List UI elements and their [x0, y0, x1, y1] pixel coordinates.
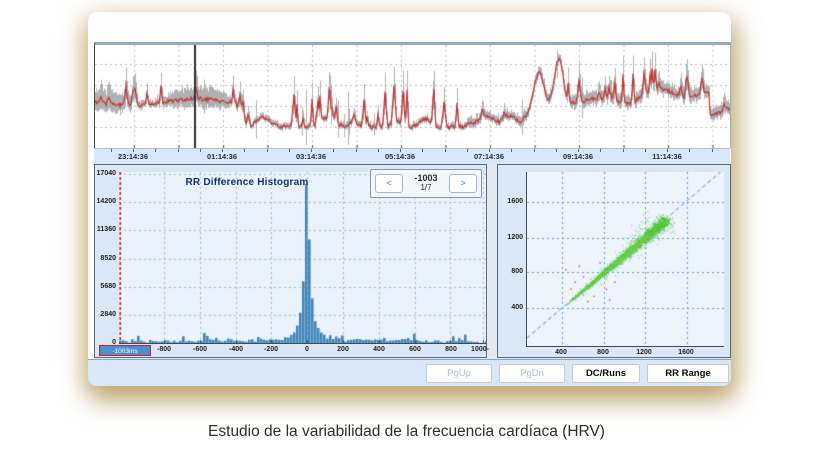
dc-runs-button[interactable]: DC/Runs [572, 364, 640, 383]
time-label: 03:14:36 [295, 152, 327, 161]
time-label: 07:14:36 [473, 152, 505, 161]
rr-difference-histogram-panel: RR Difference Histogram < -1003 1/7 > -1… [94, 164, 489, 358]
poincare-plot-panel: 1600 1200 800 400 400 800 1200 1600 [497, 164, 731, 358]
cursor-position-badge: -1003ms [99, 345, 151, 356]
time-tick [444, 149, 446, 152]
hrv-software-screenshot: 23:14:36 01:14:36 03:14:36 05:14:36 07:14:36… [88, 12, 731, 386]
histogram-y-tick-label: 8520 [100, 255, 116, 262]
time-tick [555, 149, 557, 152]
histogram-x-tick-label: 200 [337, 346, 349, 353]
time-axis-strip: 23:14:36 01:14:36 03:14:36 05:14:36 07:14:36… [94, 148, 730, 165]
time-tick [711, 149, 713, 152]
time-tick [133, 149, 134, 152]
histogram-y-tick-label: 14200 [96, 198, 116, 205]
poincare-y-tick-label: 400 [511, 304, 523, 311]
time-tick [689, 149, 691, 152]
histogram-pager: < -1003 1/7 > [370, 169, 482, 198]
histogram-plot-area[interactable] [119, 172, 486, 344]
time-tick [222, 149, 223, 152]
poincare-y-tick-label: 800 [511, 268, 523, 275]
histogram-x-tick-label: 0 [305, 346, 309, 353]
histogram-x-tick-label: 800 [445, 346, 457, 353]
time-tick [155, 149, 157, 152]
time-tick [511, 149, 513, 152]
time-tick [288, 149, 290, 152]
time-tick [622, 149, 624, 152]
poincare-x-tick-label: 800 [597, 349, 609, 356]
histogram-x-tick-label: 600 [409, 346, 421, 353]
poincare-y-tick-label: 1600 [507, 198, 523, 205]
histogram-next-button[interactable]: > [449, 174, 477, 193]
poincare-x-tick-label: 1600 [678, 349, 694, 356]
histogram-page-indicator: 1/7 [420, 183, 432, 193]
poincare-x-tick-label: 1200 [636, 349, 652, 356]
time-tick [667, 149, 668, 152]
time-tick [199, 149, 201, 152]
pgup-button[interactable]: PgUp [426, 364, 492, 383]
time-tick [533, 149, 535, 152]
time-tick [578, 149, 579, 152]
time-tick [489, 149, 490, 152]
rr-range-button[interactable]: RR Range [647, 364, 729, 383]
time-label: 11:14:36 [652, 152, 682, 161]
time-label: 01:14:36 [206, 152, 238, 161]
histogram-cursor-value: -1003 [414, 173, 438, 184]
time-tick [355, 149, 357, 152]
time-tick [333, 149, 335, 152]
poincare-x-tick-label: 400 [555, 349, 567, 356]
pgdn-button[interactable]: PgDn [499, 364, 565, 383]
histogram-y-tick-label: 2840 [100, 311, 116, 318]
rr-trend-chart[interactable] [95, 45, 730, 148]
histogram-y-tick-label: 5680 [100, 283, 116, 290]
time-tick [466, 149, 468, 152]
time-tick [600, 149, 602, 152]
histogram-title: RR Difference Histogram [185, 177, 309, 188]
time-tick [311, 149, 312, 152]
time-tick [400, 149, 401, 152]
time-tick [177, 149, 179, 152]
histogram-y-tick-label: 11360 [96, 226, 116, 233]
histogram-prev-button[interactable]: < [375, 174, 403, 193]
poincare-y-tick-label: 1200 [507, 234, 523, 241]
figure-caption: Estudio de la variabilidad de la frecuen… [208, 423, 605, 440]
time-tick [422, 149, 424, 152]
time-label: 23:14:36 [117, 152, 149, 161]
analysis-panels-row: RR Difference Histogram < -1003 1/7 > -1… [94, 164, 731, 359]
histogram-x-tick-label: -400 [228, 346, 244, 353]
time-tick [266, 149, 268, 152]
histogram-x-tick-label: 400 [373, 346, 385, 353]
poincare-scatter [527, 172, 724, 346]
time-tick [110, 149, 112, 152]
poincare-plot-area[interactable] [526, 172, 724, 347]
histogram-bars [119, 172, 486, 343]
toolbar: PgUp PgDn DC/Runs RR Range [88, 359, 731, 386]
histogram-x-tick-label: -200 [263, 346, 279, 353]
time-tick [644, 149, 646, 152]
histogram-y-tick-label: 0 [112, 339, 116, 346]
time-tick [244, 149, 246, 152]
time-label: 09:14:36 [562, 152, 594, 161]
histogram-x-tick-label: -800 [156, 346, 172, 353]
time-tick [377, 149, 379, 152]
time-label: 05:14:36 [384, 152, 416, 161]
histogram-x-tick-label: 1000- [471, 346, 489, 353]
rr-trend-panel [94, 42, 731, 148]
histogram-y-tick-label: 17040 [96, 170, 116, 177]
histogram-x-tick-label: -600 [192, 346, 208, 353]
histogram-pager-readout: -1003 1/7 [403, 173, 449, 193]
